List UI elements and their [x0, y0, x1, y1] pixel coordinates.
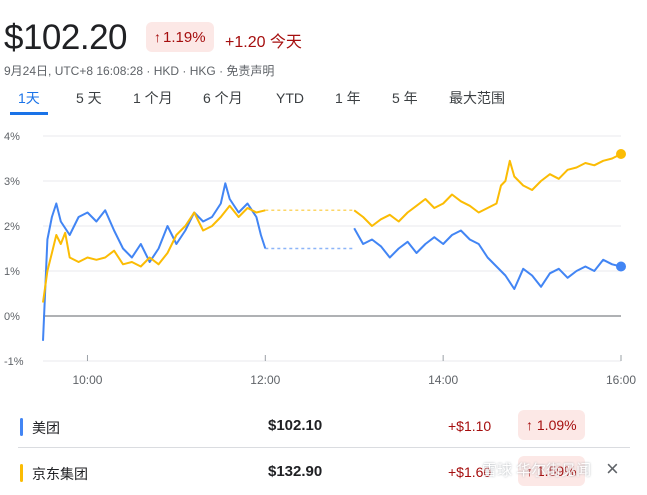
tab-1m[interactable]: 1 个月 — [133, 90, 173, 106]
y-tick-label: 3% — [4, 176, 20, 188]
series-line-meituan — [42, 182, 267, 341]
series-line-pm-jd — [353, 153, 622, 227]
price: $102.20 — [4, 18, 128, 57]
tab-1d[interactable]: 1天 — [10, 88, 48, 115]
tab-6m[interactable]: 6 个月 — [203, 90, 243, 106]
close-icon[interactable]: × — [606, 456, 619, 481]
y-tick-label: 0% — [4, 311, 20, 323]
y-tick-label: 4% — [4, 131, 20, 143]
company-price: $132.90 — [268, 463, 323, 480]
tab-5d[interactable]: 5 天 — [76, 90, 102, 106]
company-pct-badge: ↑ 1.59% — [518, 456, 585, 486]
company-price: $102.10 — [268, 417, 323, 434]
series-color-bar — [20, 464, 23, 482]
company-change: +$1.10 — [448, 418, 492, 434]
company-pct: 1.59% — [536, 463, 577, 479]
series-end-dot-jd — [616, 149, 626, 159]
tab-ytd[interactable]: YTD — [276, 90, 304, 106]
series-line-pm-meituan — [353, 227, 622, 290]
price-chart[interactable]: 4% 3% 2% 1% 0% -1% 10:00 12:00 14:00 16:00 — [0, 125, 647, 390]
company-change: +$1.60 — [448, 464, 492, 480]
y-tick-label: -1% — [4, 356, 24, 368]
x-tick-label: 14:00 — [428, 373, 458, 387]
tab-1y[interactable]: 1 年 — [335, 90, 361, 106]
comparison-row-jd[interactable]: 京东集团 $132.90 +$1.60 ↑ 1.59% — [0, 454, 647, 494]
quote-meta[interactable]: 9月24日, UTC+8 16:08:28 · HKD · HKG · 免责声明 — [4, 64, 275, 78]
percent-change-value: 1.19% — [163, 29, 206, 46]
company-pct: 1.09% — [536, 417, 577, 433]
up-arrow-icon: ↑ — [526, 463, 533, 479]
up-arrow-icon: ↑ — [154, 29, 161, 45]
price-change-today: +1.20 今天 — [225, 34, 302, 51]
up-arrow-icon: ↑ — [526, 417, 533, 433]
x-tick-label: 10:00 — [72, 373, 102, 387]
tab-5y[interactable]: 5 年 — [392, 90, 418, 106]
comparison-row-meituan[interactable]: 美团 $102.10 +$1.10 ↑ 1.09% — [0, 408, 647, 448]
x-tick-label: 12:00 — [250, 373, 280, 387]
company-name: 京东集团 — [32, 466, 88, 482]
row-divider — [18, 447, 630, 448]
tab-max[interactable]: 最大范围 — [449, 90, 505, 106]
company-name: 美团 — [32, 420, 60, 436]
watermark: 雪球 华尔街见闻 — [482, 462, 592, 479]
y-tick-label: 1% — [4, 266, 20, 278]
series-end-dot-meituan — [616, 261, 626, 272]
series-color-bar — [20, 418, 23, 436]
y-tick-label: 2% — [4, 221, 20, 233]
percent-change-badge: ↑ 1.19% — [146, 22, 214, 52]
company-pct-badge: ↑ 1.09% — [518, 410, 585, 440]
series-line-jd — [42, 204, 266, 303]
x-tick-label: 16:00 — [606, 373, 636, 387]
